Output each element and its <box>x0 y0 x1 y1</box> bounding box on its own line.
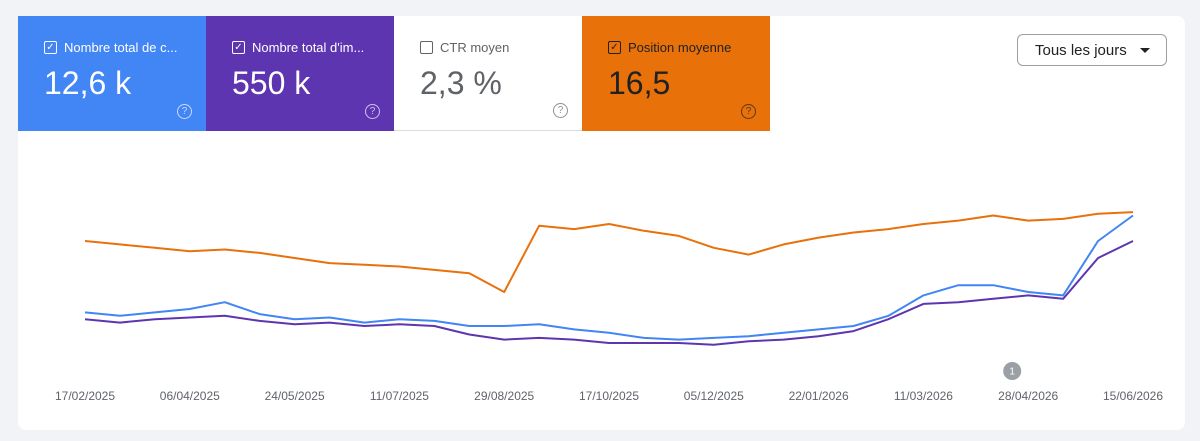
metric-card[interactable]: CTR moyen 2,3 %? <box>394 16 582 131</box>
series-line <box>84 211 1134 293</box>
x-tick-label: 11/03/2026 <box>894 389 953 403</box>
annotation-marker <box>1003 362 1022 380</box>
card-value: 550 k <box>232 65 311 101</box>
card-label-row: ✓ Position moyenne <box>608 40 770 55</box>
series-line <box>84 240 1134 346</box>
metric-card[interactable]: ✓ Nombre total d'im... 550 k? <box>206 16 394 131</box>
card-label: Position moyenne <box>628 40 732 55</box>
card-value: 12,6 k <box>44 65 132 101</box>
help-icon: ? <box>553 103 568 118</box>
x-tick-label: 15/06/2026 <box>1103 389 1163 403</box>
card-label-row: ✓ Nombre total de c... <box>44 40 206 55</box>
x-tick-label: 17/02/2025 <box>55 389 115 403</box>
checkbox: ✓ <box>608 41 621 54</box>
card-label: Nombre total de c... <box>64 40 178 55</box>
x-tick-label: 05/12/2025 <box>684 389 744 403</box>
help-icon: ? <box>177 104 192 119</box>
metric-card[interactable]: ✓ Position moyenne 16,5? <box>582 16 770 131</box>
help-icon: ? <box>741 104 756 119</box>
checkbox <box>420 41 433 54</box>
x-tick-label: 06/04/2025 <box>160 389 220 403</box>
card-label-row: CTR moyen <box>420 40 582 55</box>
x-tick-label: 28/04/2026 <box>998 389 1058 403</box>
x-tick-label: 29/08/2025 <box>474 389 534 403</box>
card-value: 16,5 <box>608 65 671 101</box>
series-line <box>84 214 1134 341</box>
help-icon: ? <box>365 104 380 119</box>
card-label-row: ✓ Nombre total d'im... <box>232 40 394 55</box>
x-tick-label: 24/05/2025 <box>265 389 325 403</box>
x-tick-label: 11/07/2025 <box>370 389 429 403</box>
performance-panel: ✓ Nombre total de c... 12,6 k? ✓ Nombre tota… <box>18 16 1185 430</box>
x-tick-label: 17/10/2025 <box>579 389 639 403</box>
card-label: CTR moyen <box>440 40 510 55</box>
checkbox: ✓ <box>232 41 245 54</box>
checkbox: ✓ <box>44 41 57 54</box>
date-filter[interactable]: Tous les jours <box>1017 34 1167 66</box>
annotation-label: 1 <box>1009 367 1015 378</box>
x-tick-label: 22/01/2026 <box>789 389 849 403</box>
card-value: 2,3 % <box>420 65 502 101</box>
card-label: Nombre total d'im... <box>252 40 365 55</box>
metric-card[interactable]: ✓ Nombre total de c... 12,6 k? <box>18 16 206 131</box>
